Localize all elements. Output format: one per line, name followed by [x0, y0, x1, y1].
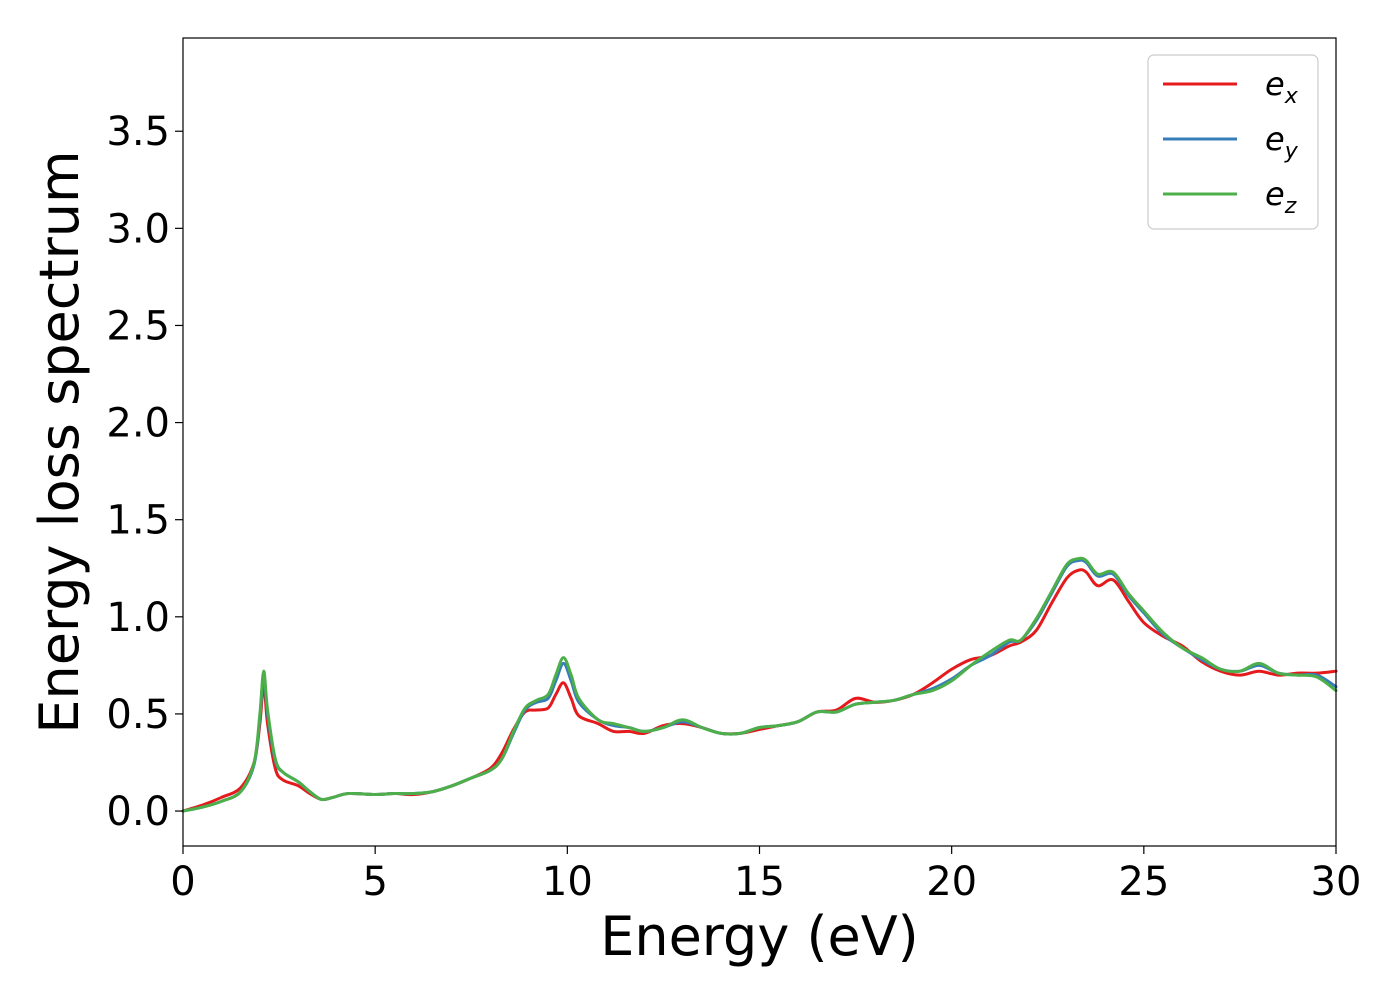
y-tick-label: 1.5: [106, 498, 170, 544]
y-tick-label: 1.0: [106, 595, 170, 641]
x-tick-label: 0: [170, 859, 195, 905]
x-tick-label: 30: [1311, 859, 1362, 905]
x-axis-title: Energy (eV): [600, 905, 919, 968]
legend-label-e-x: ex: [1265, 65, 1299, 109]
y-tick-label: 2.5: [106, 303, 170, 349]
plot-area: [183, 38, 1336, 846]
y-tick-label: 0.5: [106, 692, 170, 738]
x-tick-label: 25: [1118, 859, 1169, 905]
legend: ex ey ez: [1147, 54, 1319, 230]
x-tick-label: 20: [926, 859, 977, 905]
y-axis-ticks: 0.0 0.5 1.0 1.5 2.0 2.5 3.0 3.5: [106, 109, 183, 835]
legend-label-e-z: ez: [1265, 175, 1297, 219]
x-tick-label: 5: [362, 859, 387, 905]
y-tick-label: 3.0: [106, 206, 170, 252]
x-tick-label: 15: [734, 859, 785, 905]
series-line-e-z: [181, 556, 1338, 813]
y-axis-title: Energy loss spectrum: [28, 150, 91, 733]
y-tick-label: 0.0: [106, 789, 170, 835]
series-lines: [181, 556, 1338, 813]
y-tick-label: 2.0: [106, 401, 170, 447]
legend-label-e-y: ey: [1265, 120, 1299, 164]
y-tick-label: 3.5: [106, 109, 170, 155]
x-axis-ticks: 0 5 10 15 20 25 30: [170, 846, 1361, 905]
legend-box: [1147, 54, 1319, 230]
x-tick-label: 10: [542, 859, 593, 905]
